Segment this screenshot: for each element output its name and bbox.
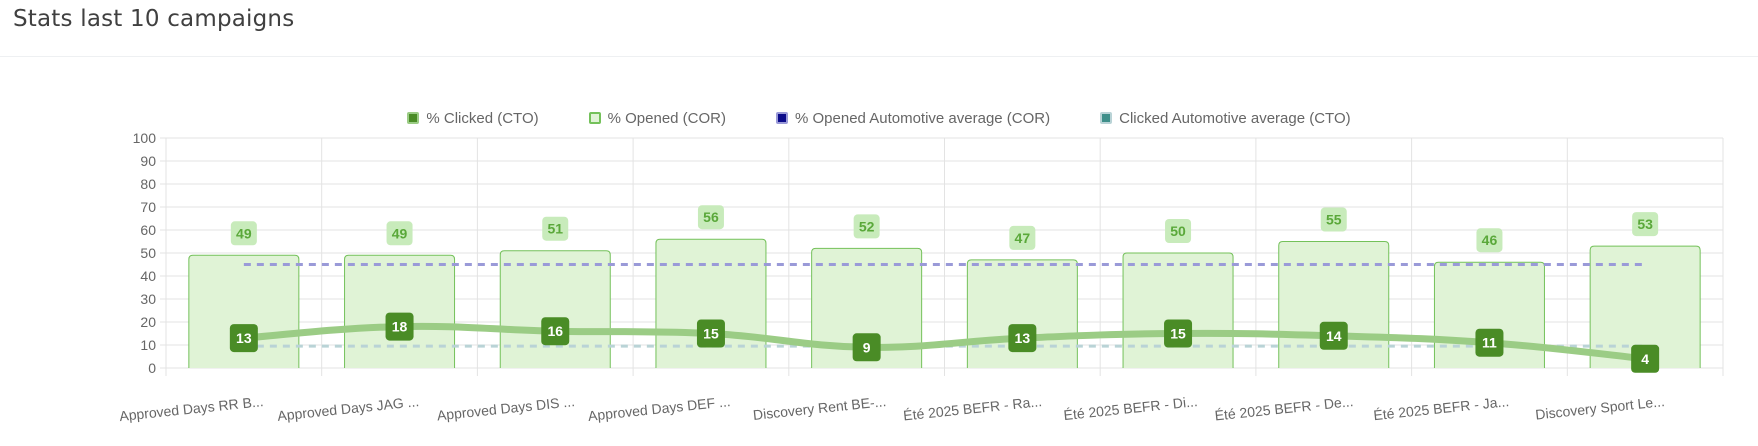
data-label-clicked: 11 xyxy=(1482,335,1497,351)
data-point-clicked xyxy=(385,312,414,341)
data-label-opened: 50 xyxy=(1170,223,1186,239)
data-label-opened-bg xyxy=(1476,228,1503,253)
y-tick-label: 60 xyxy=(140,222,156,238)
y-tick-label: 20 xyxy=(140,314,156,330)
data-point-clicked xyxy=(1164,319,1193,348)
data-point-clicked xyxy=(1008,324,1037,353)
y-tick-label: 0 xyxy=(148,360,156,376)
data-label-opened: 56 xyxy=(703,209,719,225)
bar-opened xyxy=(188,254,300,368)
bar-opened xyxy=(655,238,767,368)
y-tick-label: 90 xyxy=(140,153,156,169)
legend-label: % Opened Automotive average (COR) xyxy=(795,109,1051,127)
data-point-clicked xyxy=(1319,321,1348,350)
x-tick-label: Été 2025 BEFR - Ja... xyxy=(1373,393,1510,423)
legend-item[interactable]: % Clicked (CTO) xyxy=(407,105,539,131)
x-tick-label: Été 2025 BEFR - De... xyxy=(1214,393,1354,423)
y-tick-label: 100 xyxy=(133,130,157,146)
square-filled-teal-icon xyxy=(1100,112,1113,124)
data-point-clicked xyxy=(1475,328,1504,357)
data-label-opened-bg xyxy=(697,205,724,230)
data-label-opened: 47 xyxy=(1015,230,1031,246)
y-tick-label: 10 xyxy=(140,337,156,353)
legend-label: Clicked Automotive average (CTO) xyxy=(1119,109,1351,127)
y-tick-label: 40 xyxy=(140,268,156,284)
data-label-clicked: 9 xyxy=(863,339,871,355)
data-point-clicked xyxy=(541,317,570,346)
legend-item[interactable]: % Opened Automotive average (COR) xyxy=(776,105,1050,131)
data-label-opened-bg xyxy=(386,221,413,246)
data-label-clicked: 14 xyxy=(1326,328,1342,344)
data-point-clicked xyxy=(852,333,881,362)
y-tick-label: 50 xyxy=(140,245,156,261)
data-label-opened-bg xyxy=(1009,225,1036,250)
x-tick-label: Été 2025 BEFR - Ra... xyxy=(902,393,1042,423)
data-label-clicked: 4 xyxy=(1641,351,1649,367)
data-label-opened-bg xyxy=(1320,207,1347,232)
bar-opened xyxy=(344,254,456,368)
data-label-clicked: 16 xyxy=(547,323,563,339)
panel-title: Stats last 10 campaigns xyxy=(13,6,295,32)
data-label-clicked: 13 xyxy=(1015,330,1031,346)
clicked-line xyxy=(240,322,1649,363)
square-filled-navy-icon xyxy=(776,112,788,124)
x-tick-label: Approved Days DEF ... xyxy=(587,393,731,424)
data-label-opened-bg xyxy=(853,214,880,239)
data-label-clicked: 15 xyxy=(1170,326,1186,342)
data-label-clicked: 13 xyxy=(236,330,252,346)
data-label-opened: 49 xyxy=(236,225,252,241)
data-point-clicked xyxy=(229,324,258,353)
y-tick-label: 70 xyxy=(140,199,156,215)
data-label-opened-bg xyxy=(1165,219,1192,243)
data-label-opened: 55 xyxy=(1326,212,1342,228)
x-tick-label: Discovery Sport Le... xyxy=(1535,393,1666,422)
y-tick-label: 30 xyxy=(140,291,156,307)
square-filled-light-green-icon xyxy=(588,112,601,124)
x-tick-label: Approved Days DIS ... xyxy=(436,393,575,423)
data-point-clicked xyxy=(1631,344,1660,373)
data-label-opened: 49 xyxy=(392,225,408,241)
x-tick-label: Discovery Rent BE-... xyxy=(752,393,887,423)
legend-item[interactable]: Clicked Automotive average (CTO) xyxy=(1100,105,1351,131)
x-tick-label: Approved Days RR B... xyxy=(119,393,265,424)
bar-opened xyxy=(1122,252,1234,368)
chart-legend: % Clicked (CTO) % Opened (COR) % Opened Au… xyxy=(0,105,1758,131)
x-tick-label: Été 2025 BEFR - Di... xyxy=(1063,393,1199,423)
data-label-clicked: 18 xyxy=(392,319,408,335)
data-point-clicked xyxy=(696,319,725,348)
data-label-opened: 53 xyxy=(1637,216,1653,232)
square-filled-dark-green-icon xyxy=(407,112,420,124)
y-tick-label: 80 xyxy=(140,176,156,192)
x-tick-label: Approved Days JAG ... xyxy=(277,393,420,424)
data-label-clicked: 15 xyxy=(703,326,719,342)
legend-label: % Opened (COR) xyxy=(607,109,726,127)
data-label-opened: 51 xyxy=(547,221,563,237)
bar-opened xyxy=(1589,245,1701,368)
panel-header: Stats last 10 campaigns xyxy=(0,0,1758,57)
bar-opened xyxy=(811,247,923,368)
data-label-opened: 46 xyxy=(1482,232,1498,248)
data-label-opened-bg xyxy=(230,221,257,246)
data-label-opened-bg xyxy=(542,216,569,241)
legend-label: % Clicked (CTO) xyxy=(426,109,539,127)
data-label-opened: 52 xyxy=(859,218,875,234)
data-label-opened-bg xyxy=(1632,212,1659,237)
bar-opened xyxy=(499,250,611,368)
legend-item[interactable]: % Opened (COR) xyxy=(588,105,726,131)
